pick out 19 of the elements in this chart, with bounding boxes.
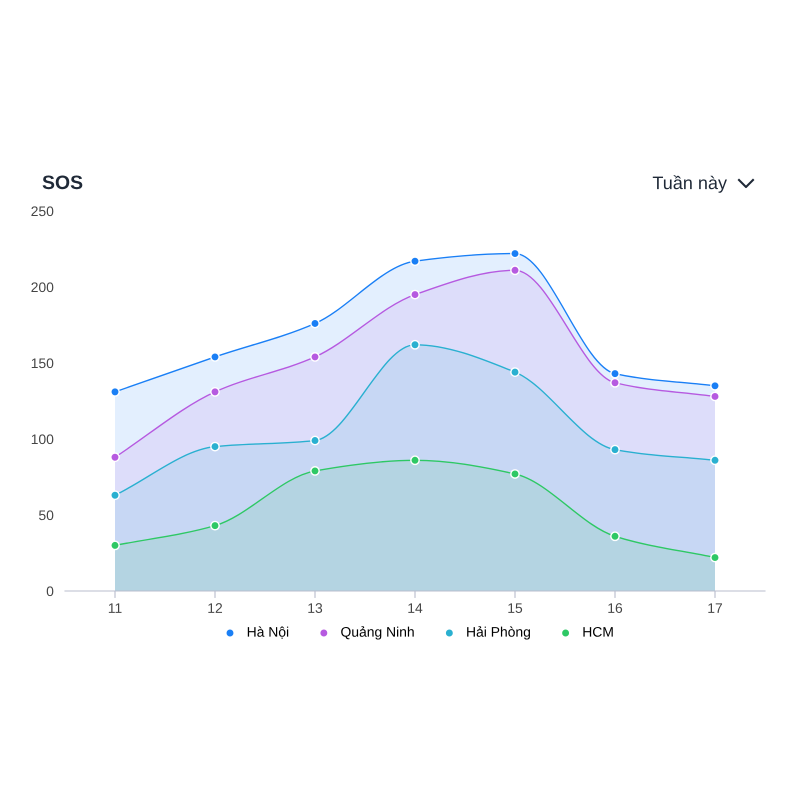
x-tick-label: 14: [408, 603, 422, 613]
legend-label: Quảng Ninh: [341, 626, 414, 640]
y-tick-label: 150: [32, 358, 54, 368]
legend-label: Hải Phòng: [467, 626, 530, 640]
x-tick-label: 13: [308, 603, 322, 614]
x-tick-label: 17: [708, 603, 722, 613]
chart-title: SOS: [42, 175, 82, 190]
text: Tuần này: [652, 175, 727, 193]
legend-label: Hà Nội: [248, 626, 288, 639]
y-tick-label: 250: [31, 206, 54, 216]
y-tick-label: 100: [32, 434, 54, 444]
y-tick-label: 200: [31, 282, 54, 292]
y-tick-label: 50: [38, 510, 54, 520]
y-tick-label: 0: [46, 586, 54, 596]
x-tick-label: 16: [608, 603, 622, 614]
legend-label: HCM: [583, 626, 613, 637]
x-tick-label: 15: [508, 603, 522, 614]
x-tick-label: 12: [208, 603, 222, 613]
x-tick-label: 11: [108, 603, 122, 613]
